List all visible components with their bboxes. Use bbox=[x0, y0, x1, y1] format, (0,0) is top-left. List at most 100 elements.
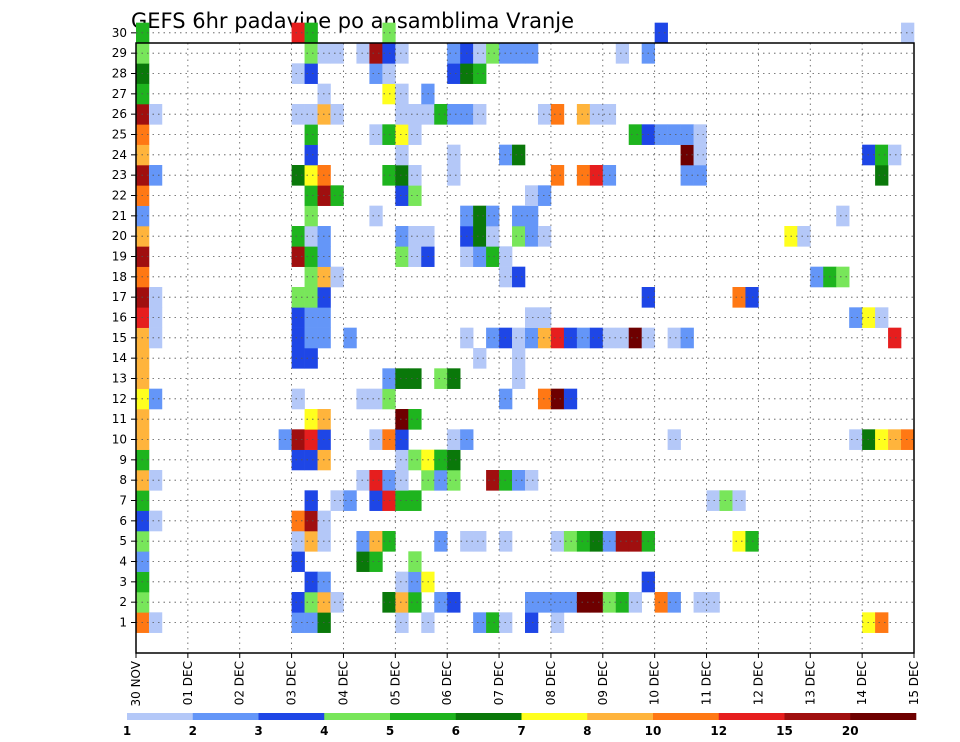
heatmap-cell bbox=[486, 246, 500, 267]
heatmap-cell bbox=[654, 22, 668, 44]
heatmap-cell bbox=[148, 612, 163, 633]
x-tick-label: 10 DEC bbox=[648, 661, 662, 705]
heatmap-cell bbox=[693, 124, 707, 145]
legend-label: 15 bbox=[776, 724, 793, 738]
heatmap-cell bbox=[589, 327, 604, 349]
y-tick-label: 23 bbox=[112, 168, 127, 182]
heatmap-cell bbox=[356, 388, 370, 410]
heatmap-cell bbox=[447, 43, 461, 64]
y-tick-label: 29 bbox=[112, 46, 127, 60]
heatmap-cell bbox=[525, 470, 539, 491]
heatmap-cell bbox=[512, 266, 526, 288]
heatmap-cell bbox=[304, 490, 318, 511]
heatmap-cell bbox=[525, 205, 539, 227]
heatmap-cell bbox=[550, 327, 565, 349]
legend-swatch bbox=[324, 713, 391, 720]
heatmap-cell bbox=[888, 327, 902, 349]
legend-swatch bbox=[653, 713, 720, 720]
heatmap-cell bbox=[304, 104, 318, 125]
x-tick-label: 02 DEC bbox=[233, 661, 247, 705]
legend-swatch bbox=[390, 713, 457, 720]
heatmap-cell bbox=[628, 124, 642, 145]
heatmap-cell bbox=[369, 43, 383, 64]
heatmap-cell bbox=[304, 449, 318, 471]
heatmap-cell bbox=[369, 470, 383, 491]
legend-label: 5 bbox=[386, 724, 394, 738]
y-tick-label: 8 bbox=[119, 473, 127, 487]
heatmap-cell bbox=[395, 185, 409, 206]
heatmap-cell bbox=[304, 205, 318, 227]
heatmap-cell bbox=[291, 226, 305, 247]
heatmap-cell bbox=[434, 104, 448, 125]
heatmap-cell bbox=[304, 429, 318, 450]
heatmap-cell bbox=[369, 531, 383, 552]
heatmap-cell bbox=[447, 449, 461, 471]
legend-swatch bbox=[521, 713, 588, 720]
x-tick-label: 03 DEC bbox=[285, 661, 299, 705]
heatmap-cell bbox=[888, 429, 902, 450]
heatmap-cell bbox=[408, 449, 422, 471]
heatmap-cell bbox=[408, 571, 422, 593]
heatmap-cell bbox=[550, 592, 565, 613]
heatmap-cell bbox=[408, 246, 422, 267]
heatmap-cell bbox=[330, 104, 344, 125]
heatmap-cell bbox=[473, 63, 487, 84]
heatmap-cell bbox=[525, 307, 539, 328]
heatmap-cell bbox=[512, 43, 526, 64]
heatmap-cell bbox=[369, 388, 383, 410]
heatmap-cell bbox=[875, 144, 889, 166]
heatmap-cell bbox=[369, 205, 383, 227]
heatmap-cell bbox=[408, 409, 422, 430]
legend-swatch bbox=[850, 713, 917, 720]
heatmap-cell bbox=[486, 205, 500, 227]
heatmap-cell bbox=[434, 470, 448, 491]
heatmap-cell bbox=[291, 348, 305, 369]
x-tick-label: 07 DEC bbox=[492, 661, 506, 705]
chart-title: GEFS 6hr padavine po ansamblima Vranje bbox=[131, 9, 574, 33]
heatmap-cell bbox=[330, 490, 344, 511]
heatmap-cell bbox=[615, 531, 630, 552]
heatmap-cell bbox=[330, 592, 344, 613]
heatmap-cell bbox=[395, 592, 409, 613]
x-tick-label: 12 DEC bbox=[751, 661, 765, 705]
heatmap-cell bbox=[550, 612, 565, 633]
heatmap-cell bbox=[537, 104, 552, 125]
heatmap-cell bbox=[291, 246, 305, 267]
heatmap-cell bbox=[408, 490, 422, 511]
heatmap-cell bbox=[395, 571, 409, 593]
heatmap-cell bbox=[304, 287, 318, 308]
heatmap-cell bbox=[447, 368, 461, 389]
y-tick-label: 3 bbox=[119, 575, 127, 589]
heatmap-cell bbox=[732, 531, 746, 552]
x-axis: 30 NOV 01 DEC 02 DEC 03 DEC 04 DEC 05 DEC 06 D… bbox=[129, 653, 921, 707]
heatmap-cell bbox=[576, 592, 591, 613]
x-tick-label: 14 DEC bbox=[855, 661, 869, 705]
legend-label: 20 bbox=[842, 724, 859, 738]
y-tick-label: 12 bbox=[112, 392, 127, 406]
heatmap-cell bbox=[512, 226, 526, 247]
heatmap-cell bbox=[408, 592, 422, 613]
heatmap-cell bbox=[875, 429, 889, 450]
heatmap-cell bbox=[434, 368, 448, 389]
heatmap-cell bbox=[291, 531, 305, 552]
heatmap-cell bbox=[395, 226, 409, 247]
heatmap-cell bbox=[901, 22, 915, 44]
legend-label: 4 bbox=[320, 724, 328, 738]
heatmap-cell bbox=[667, 429, 681, 450]
heatmap-cell bbox=[395, 246, 409, 267]
heatmap-cell bbox=[654, 124, 668, 145]
heatmap-cell bbox=[732, 287, 746, 308]
heatmap-cell bbox=[148, 470, 163, 491]
heatmap-cell bbox=[291, 510, 305, 532]
heatmap-cell bbox=[654, 592, 668, 613]
heatmap-cell bbox=[447, 165, 461, 186]
y-tick-label: 10 bbox=[112, 433, 127, 447]
heatmap-cell bbox=[576, 327, 591, 349]
heatmap-cell bbox=[447, 429, 461, 450]
heatmap-cell bbox=[486, 43, 500, 64]
heatmap-cell bbox=[291, 22, 305, 44]
y-tick-label: 6 bbox=[119, 514, 127, 528]
heatmap-cell bbox=[473, 531, 487, 552]
heatmap-cell bbox=[447, 470, 461, 491]
heatmap-cell bbox=[836, 205, 850, 227]
